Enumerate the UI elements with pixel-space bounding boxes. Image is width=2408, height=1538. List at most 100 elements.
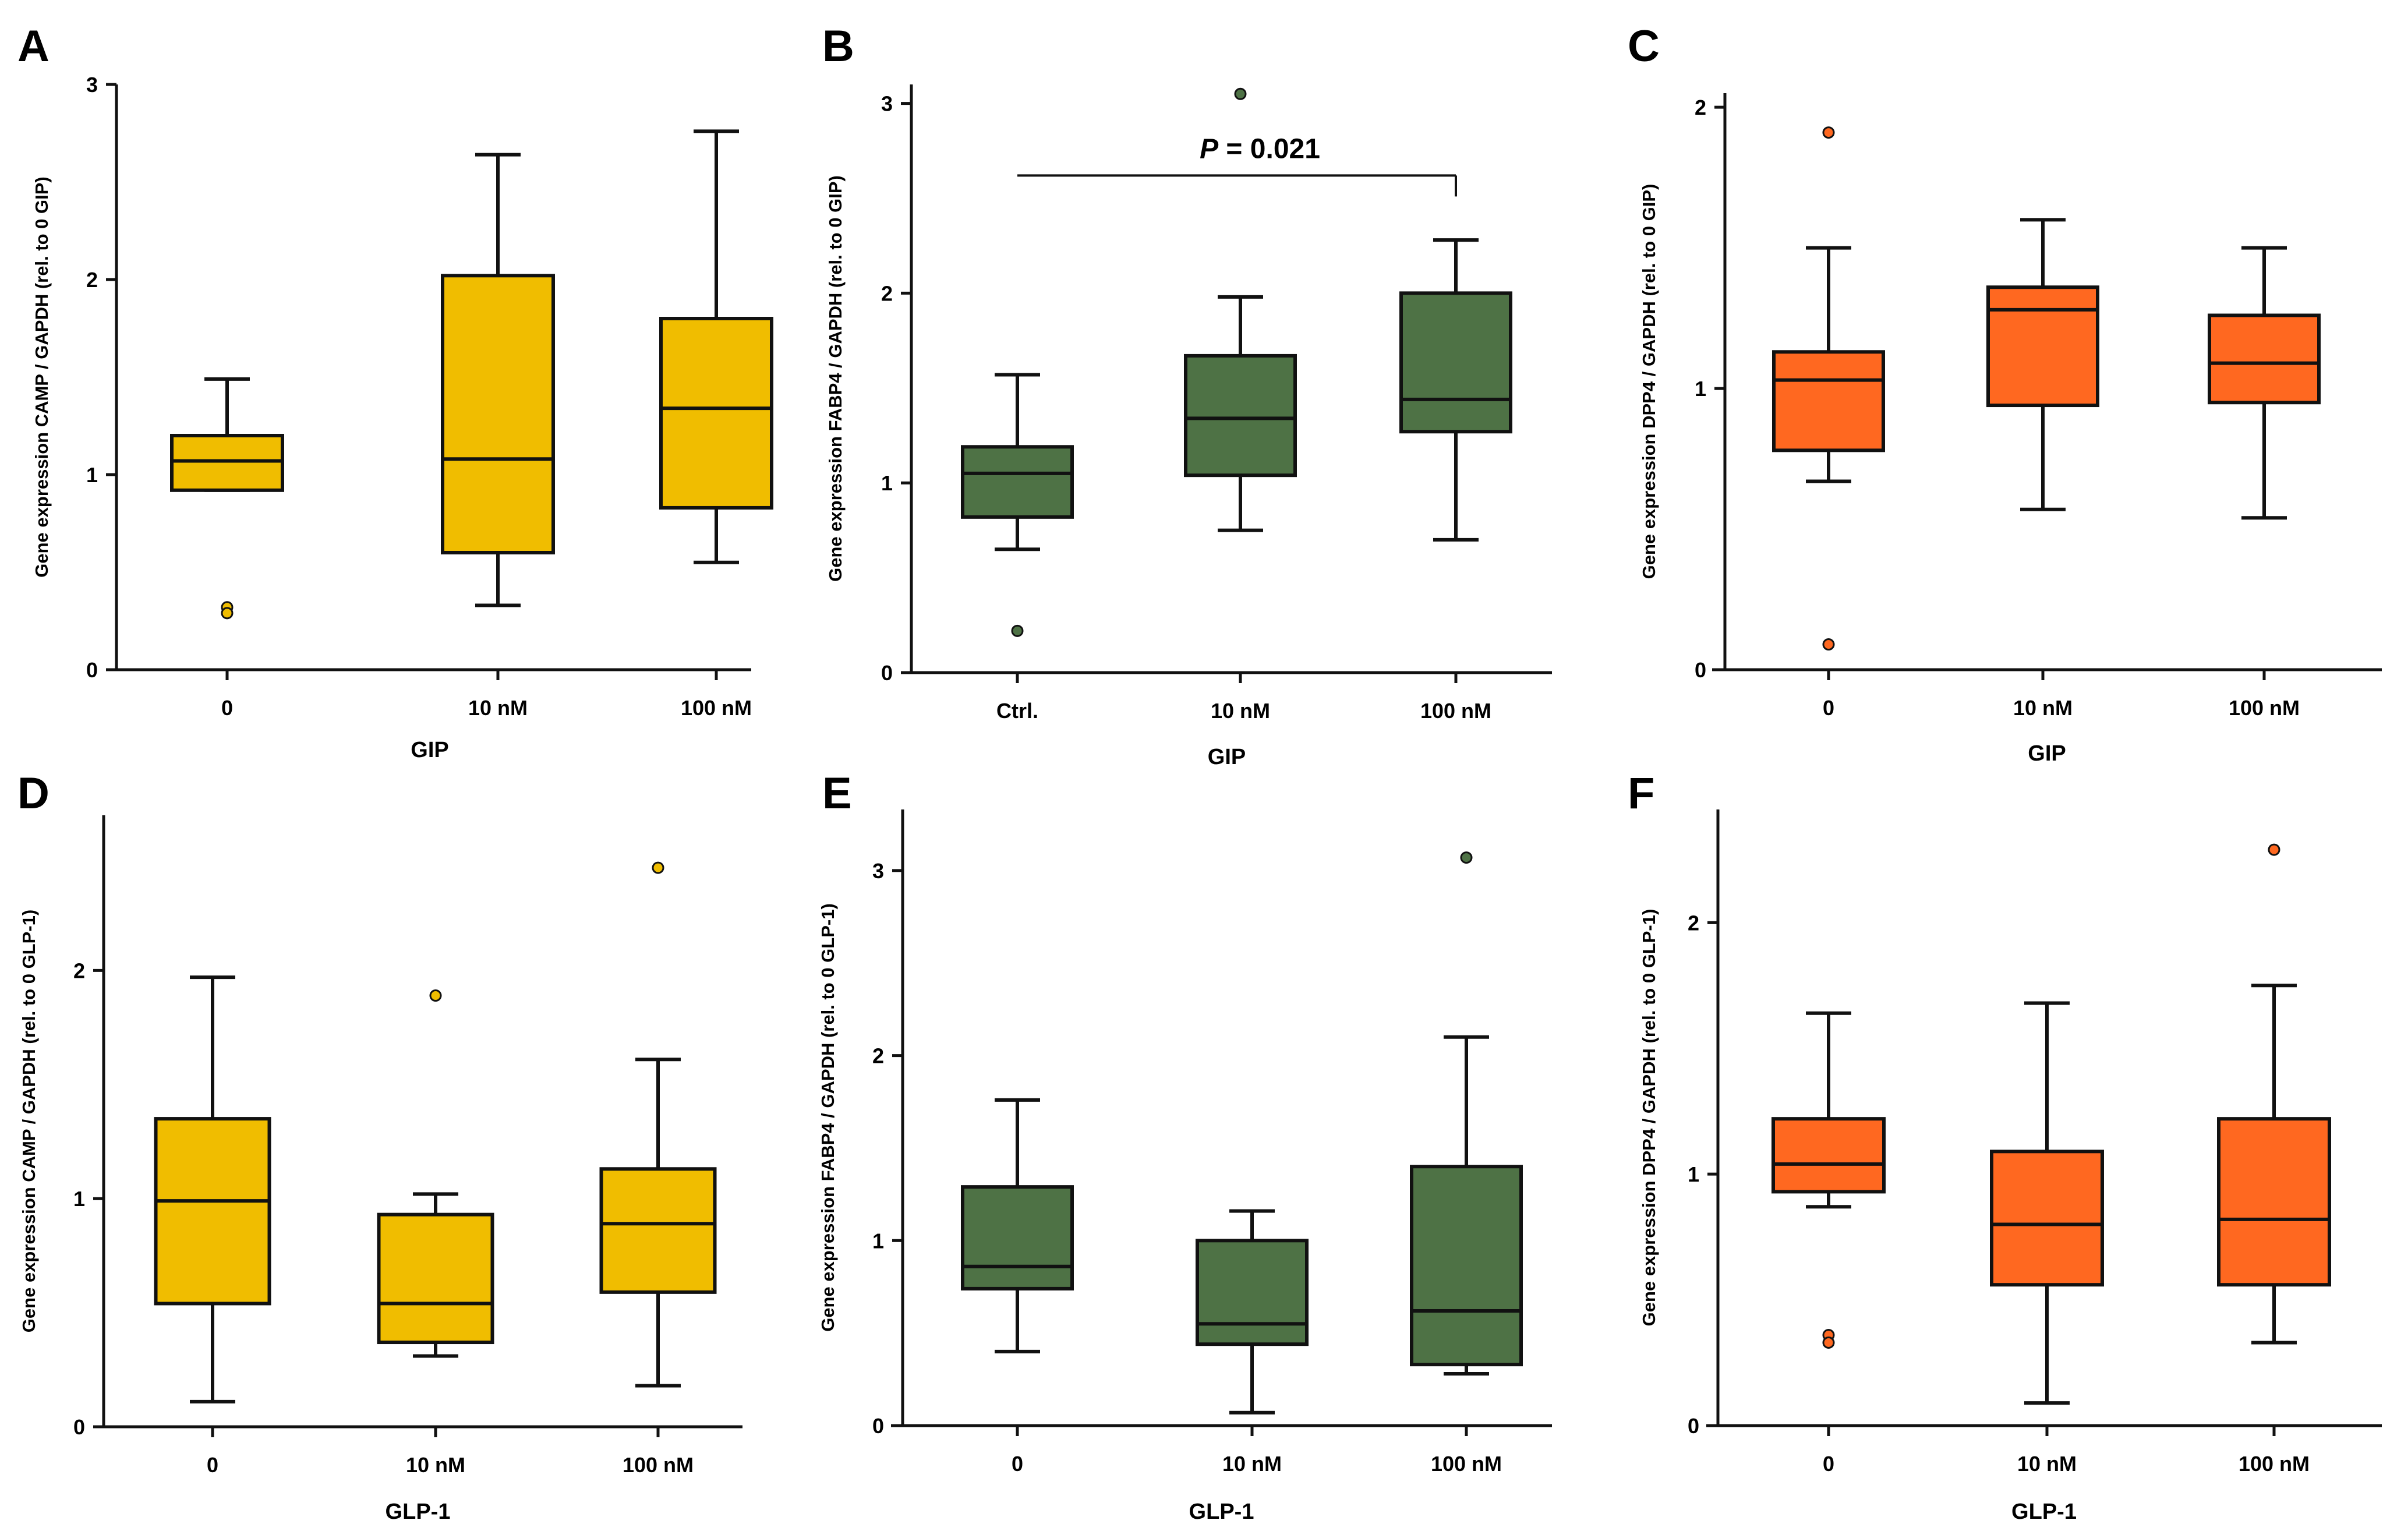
x-tick-label: 100 nM bbox=[681, 696, 752, 720]
outlier-point bbox=[1822, 638, 1835, 651]
y-tick-label: 0 bbox=[872, 1414, 884, 1438]
panel-b: B 0 1 2 3 Ctrl. 10 nM 100 nM GIP Gene expression … bbox=[822, 22, 1552, 769]
iqr-box bbox=[659, 317, 773, 510]
iqr-box bbox=[2217, 1117, 2331, 1287]
y-tick-label: 0 bbox=[1695, 658, 1706, 682]
y-tick-label: 3 bbox=[872, 859, 884, 883]
outlier-point bbox=[429, 989, 442, 1002]
y-tick-label: 0 bbox=[1688, 1414, 1699, 1438]
box-2 bbox=[377, 989, 494, 1358]
y-tick-label: 2 bbox=[872, 1044, 884, 1068]
panel-c: C 0 1 2 0 10 nM 100 nM GIP Gene expression DPP4 … bbox=[1628, 22, 2382, 766]
box-3 bbox=[1410, 851, 1523, 1376]
y-tick-label: 1 bbox=[1695, 377, 1706, 401]
x-tick-label: 100 nM bbox=[1431, 1452, 1502, 1476]
y-axis-title: Gene expression FABP4 / GAPDH (rel. to 0… bbox=[825, 175, 846, 582]
y-tick-label: 2 bbox=[1688, 911, 1699, 935]
box-3 bbox=[2217, 843, 2331, 1345]
x-tick-label: 100 nM bbox=[2239, 1452, 2310, 1476]
y-axis-title: Gene expression CAMP / GAPDH (rel. to 0 … bbox=[19, 910, 39, 1332]
y-tick-label: 1 bbox=[881, 471, 893, 495]
panel-letter: B bbox=[822, 22, 854, 71]
box-2 bbox=[441, 153, 555, 607]
box-2 bbox=[1196, 1209, 1309, 1415]
panel-letter: F bbox=[1628, 769, 1654, 818]
iqr-box bbox=[1990, 1150, 2104, 1287]
iqr-box bbox=[961, 1185, 1074, 1290]
iqr-box bbox=[1399, 291, 1512, 434]
box-1 bbox=[154, 975, 271, 1403]
iqr-box bbox=[1184, 353, 1297, 478]
box-2 bbox=[1986, 218, 2099, 511]
box-3 bbox=[659, 129, 773, 564]
x-tick-label: 0 bbox=[1823, 696, 1834, 720]
x-axis-title: GIP bbox=[1208, 745, 1246, 769]
iqr-box bbox=[1771, 1117, 1886, 1194]
y-tick-label: 3 bbox=[881, 92, 893, 116]
y-axis-title: Gene expression CAMP / GAPDH (rel. to 0 … bbox=[31, 176, 52, 577]
y-tick-label: 0 bbox=[86, 658, 98, 682]
y-tick-label: 0 bbox=[881, 661, 893, 685]
iqr-box bbox=[154, 1117, 271, 1306]
box-1 bbox=[961, 373, 1074, 637]
panel-letter: E bbox=[822, 769, 852, 818]
box-3 bbox=[2208, 246, 2321, 520]
box-1 bbox=[1771, 1011, 1886, 1349]
x-tick-label: 100 nM bbox=[1420, 699, 1491, 723]
panel-e: E 0 1 2 3 0 10 nM 100 nM GLP-1 Gene expression FA… bbox=[818, 769, 1552, 1524]
y-tick-label: 0 bbox=[73, 1415, 85, 1439]
outlier-point bbox=[1460, 851, 1473, 864]
x-axis-title: GIP bbox=[411, 738, 448, 762]
panel-letter: D bbox=[17, 769, 49, 818]
iqr-box bbox=[1410, 1165, 1523, 1367]
y-tick-label: 2 bbox=[1695, 96, 1706, 119]
y-tick-label: 2 bbox=[73, 959, 85, 982]
outlier-point bbox=[1822, 126, 1835, 139]
x-axis-title: GLP-1 bbox=[1189, 1500, 1254, 1524]
x-tick-label: 10 nM bbox=[406, 1453, 465, 1477]
box-3 bbox=[599, 861, 717, 1388]
x-tick-label: 0 bbox=[207, 1453, 218, 1477]
x-tick-label: 0 bbox=[1012, 1452, 1023, 1476]
x-tick-label: 100 nM bbox=[2229, 696, 2300, 720]
panel-d: D 0 1 2 0 10 nM 100 nM GLP-1 Gene expression CAM… bbox=[17, 769, 742, 1524]
panel-a: A 0 1 2 3 0 10 nM 100 nM GIP Gene expression CAMP… bbox=[17, 22, 773, 762]
x-tick-label: 10 nM bbox=[1211, 699, 1270, 723]
x-tick-label: 10 nM bbox=[468, 696, 528, 720]
box-2 bbox=[1990, 1001, 2104, 1405]
y-tick-label: 1 bbox=[872, 1229, 884, 1253]
outlier-point bbox=[1011, 624, 1024, 637]
y-tick-label: 1 bbox=[86, 463, 98, 487]
iqr-box bbox=[1772, 350, 1885, 452]
y-axis-title: Gene expression DPP4 / GAPDH (rel. to 0 … bbox=[1639, 184, 1659, 579]
box-1 bbox=[170, 377, 284, 620]
box-2 bbox=[1184, 87, 1297, 532]
x-tick-label: 0 bbox=[1823, 1452, 1834, 1476]
x-tick-label: 10 nM bbox=[2013, 696, 2073, 720]
p-value-label: P = 0.021 bbox=[1200, 133, 1320, 164]
outlier-point bbox=[652, 861, 664, 874]
outlier-point bbox=[1234, 87, 1247, 100]
y-tick-label: 1 bbox=[1688, 1162, 1699, 1186]
x-tick-label: 10 nM bbox=[1222, 1452, 1282, 1476]
outlier-point bbox=[2268, 843, 2280, 856]
y-axis-title: Gene expression DPP4 / GAPDH (rel. to 0 … bbox=[1639, 909, 1659, 1327]
x-axis-title: GIP bbox=[2028, 741, 2066, 766]
x-tick-label: 100 nM bbox=[623, 1453, 694, 1477]
box-1 bbox=[961, 1098, 1074, 1353]
panel-letter: A bbox=[17, 22, 49, 71]
x-tick-label: Ctrl. bbox=[996, 699, 1038, 723]
iqr-box bbox=[1196, 1239, 1309, 1346]
y-tick-label: 1 bbox=[73, 1187, 85, 1211]
x-axis-title: GLP-1 bbox=[386, 1500, 451, 1524]
panel-f: F 0 1 2 0 10 nM 100 nM GLP-1 Gene expression DPP… bbox=[1628, 769, 2382, 1524]
iqr-box bbox=[599, 1167, 717, 1294]
iqr-box bbox=[961, 445, 1074, 519]
iqr-box bbox=[441, 274, 555, 554]
y-tick-label: 2 bbox=[86, 268, 98, 292]
box-1 bbox=[1772, 126, 1885, 651]
y-axis-title: Gene expression FABP4 / GAPDH (rel. to 0… bbox=[818, 903, 838, 1332]
significance-annotation: P = 0.021 bbox=[1017, 133, 1457, 197]
x-tick-label: 10 nM bbox=[2017, 1452, 2077, 1476]
